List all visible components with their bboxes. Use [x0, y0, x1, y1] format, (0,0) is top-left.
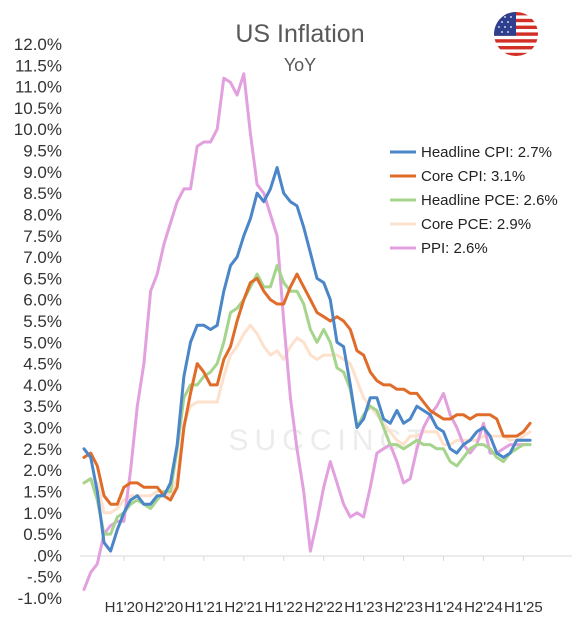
y-tick-label: 11.0% — [15, 78, 62, 97]
x-tick-label: H2'20 — [145, 599, 184, 616]
y-tick-label: -1.0% — [18, 589, 62, 608]
y-axis: -1.0% -.5% .0% 0.5% 1.0% 1.5% 2.0% 2.5% 3.0% 3.5%… — [14, 35, 62, 608]
x-tick-label: H2'24 — [464, 599, 503, 616]
watermark: SUCCINCT — [229, 424, 432, 457]
legend-label: Core CPI: 3.1% — [421, 168, 525, 185]
series-line-1 — [82, 272, 532, 506]
y-tick-label: 4.0% — [23, 376, 62, 395]
y-tick-label: 10.5% — [14, 99, 62, 118]
x-tick-label: H1'20 — [105, 599, 144, 616]
series-line-0 — [82, 166, 532, 553]
x-tick-label: H1'21 — [184, 599, 223, 616]
series-line-4 — [82, 72, 532, 591]
y-tick-label: 5.0% — [23, 333, 62, 352]
series-line-2 — [82, 264, 532, 536]
chart-subtitle: YoY — [284, 55, 316, 75]
legend: Headline CPI: 2.7% Core CPI: 3.1% Headline… — [390, 144, 558, 257]
y-tick-label: .0% — [33, 546, 62, 565]
y-tick-label: 12.0% — [14, 35, 62, 54]
y-tick-label: 2.5% — [23, 440, 62, 459]
y-tick-label: 9.5% — [23, 142, 62, 161]
y-tick-label: -.5% — [27, 568, 62, 587]
chart-title: US Inflation — [235, 20, 364, 48]
y-tick-label: 8.0% — [23, 205, 62, 224]
x-tick-label: H2'22 — [304, 599, 343, 616]
y-tick-label: 7.0% — [23, 248, 62, 267]
x-tick-label: H2'23 — [384, 599, 423, 616]
y-tick-label: 5.5% — [23, 312, 62, 331]
y-tick-label: 1.0% — [23, 504, 62, 523]
y-tick-label: 4.5% — [23, 355, 62, 374]
x-tick-label: H2'21 — [224, 599, 263, 616]
x-tick-label: H1'23 — [344, 599, 383, 616]
y-tick-label: 3.5% — [23, 397, 62, 416]
y-tick-label: 1.5% — [23, 482, 62, 501]
x-tick-label: H1'25 — [504, 599, 543, 616]
y-tick-label: 3.0% — [23, 419, 62, 438]
x-tick-label: H1'22 — [264, 599, 303, 616]
legend-label: Headline CPI: 2.7% — [421, 144, 552, 161]
legend-label: Headline PCE: 2.6% — [421, 192, 558, 209]
x-tick-label: H1'24 — [424, 599, 463, 616]
legend-label: Core PCE: 2.9% — [421, 216, 531, 233]
y-tick-label: 11.5% — [15, 56, 62, 75]
y-tick-label: 8.5% — [23, 184, 62, 203]
y-tick-label: 6.5% — [23, 269, 62, 288]
us-flag-icon — [494, 12, 538, 56]
y-tick-label: 10.0% — [14, 120, 62, 139]
y-tick-label: 6.0% — [23, 291, 62, 310]
y-tick-label: 2.0% — [23, 461, 62, 480]
y-tick-label: 0.5% — [23, 525, 62, 544]
y-tick-label: 7.5% — [23, 227, 62, 246]
series-line-3 — [82, 323, 532, 515]
x-axis: H1'20 H2'20 H1'21 H2'21 H1'22 H2'22 H1'23 H2'23… — [105, 556, 543, 616]
series-layer — [82, 72, 532, 591]
legend-label: PPI: 2.6% — [421, 240, 488, 257]
y-tick-label: 9.0% — [23, 163, 62, 182]
